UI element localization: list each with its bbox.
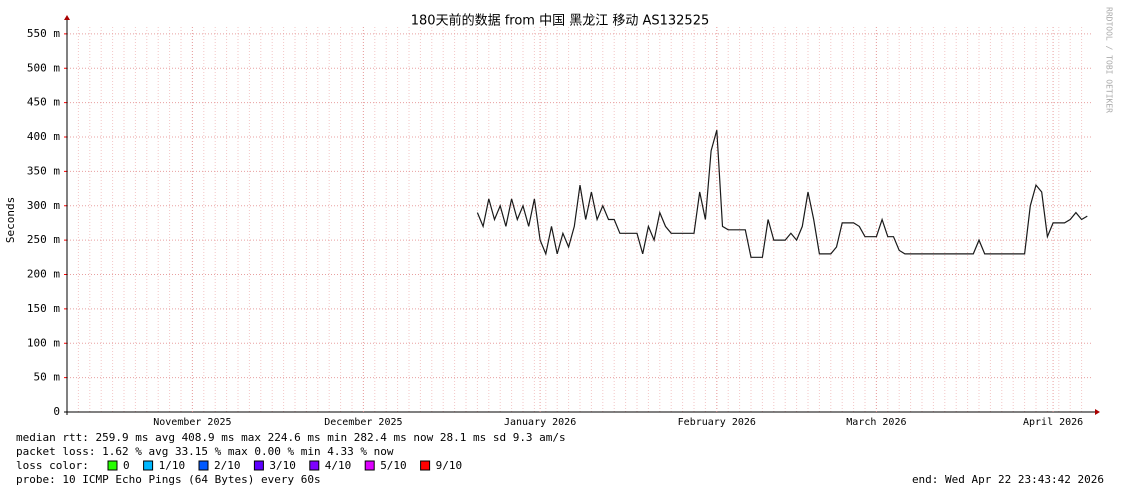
stats-loss: packet loss: 1.62 % avg 33.15 % max 0.00… [16,445,394,458]
legend-swatch [107,460,118,471]
median-line [476,129,1088,258]
y-tick-label: 450 m [27,96,60,109]
legend-label: 4/10 [325,459,352,472]
legend-label: 1/10 [159,459,186,472]
y-tick-label: 350 m [27,164,60,177]
y-tick-label: 500 m [27,61,60,74]
x-tick-label: April 2026 [1023,417,1083,428]
legend-swatch [420,460,431,471]
y-axis-label: Seconds [4,197,17,243]
x-tick-label: February 2026 [678,417,756,428]
legend-label: 9/10 [436,459,463,472]
legend-label: 2/10 [214,459,241,472]
y-tick-label: 300 m [27,199,60,212]
legend-swatch [309,460,320,471]
stats-median: median rtt: 259.9 ms avg 408.9 ms max 22… [16,431,566,444]
chart-title: 180天前的数据 from 中国 黑龙江 移动 AS132525 [411,13,710,29]
y-tick-label: 400 m [27,130,60,143]
y-tick-label: 200 m [27,268,60,281]
x-tick-label: November 2025 [153,417,231,428]
y-tick-label: 0 [53,405,60,418]
y-tick-label: 100 m [27,336,60,349]
legend-label: 3/10 [269,459,296,472]
x-tick-label: December 2025 [324,417,402,428]
x-tick-label: January 2026 [504,417,576,428]
y-arrow [64,15,70,20]
y-tick-label: 50 m [34,371,61,384]
y-tick-label: 250 m [27,233,60,246]
legend-label: 5/10 [380,459,407,472]
x-tick-label: March 2026 [846,417,906,428]
y-tick-label: 550 m [27,27,60,40]
legend-swatch [253,460,264,471]
legend-label: 0 [123,459,130,472]
legend-swatch [364,460,375,471]
legend-swatch [143,460,154,471]
probe-info: probe: 10 ICMP Echo Pings (64 Bytes) eve… [16,473,321,486]
end-time: end: Wed Apr 22 23:43:42 2026 [912,473,1104,486]
legend-swatch [198,460,209,471]
watermark: RRDTOOL / TOBI OETIKER [1105,7,1114,113]
x-arrow [1095,409,1100,415]
y-tick-label: 150 m [27,302,60,315]
loss-color-label: loss color: [16,459,89,472]
